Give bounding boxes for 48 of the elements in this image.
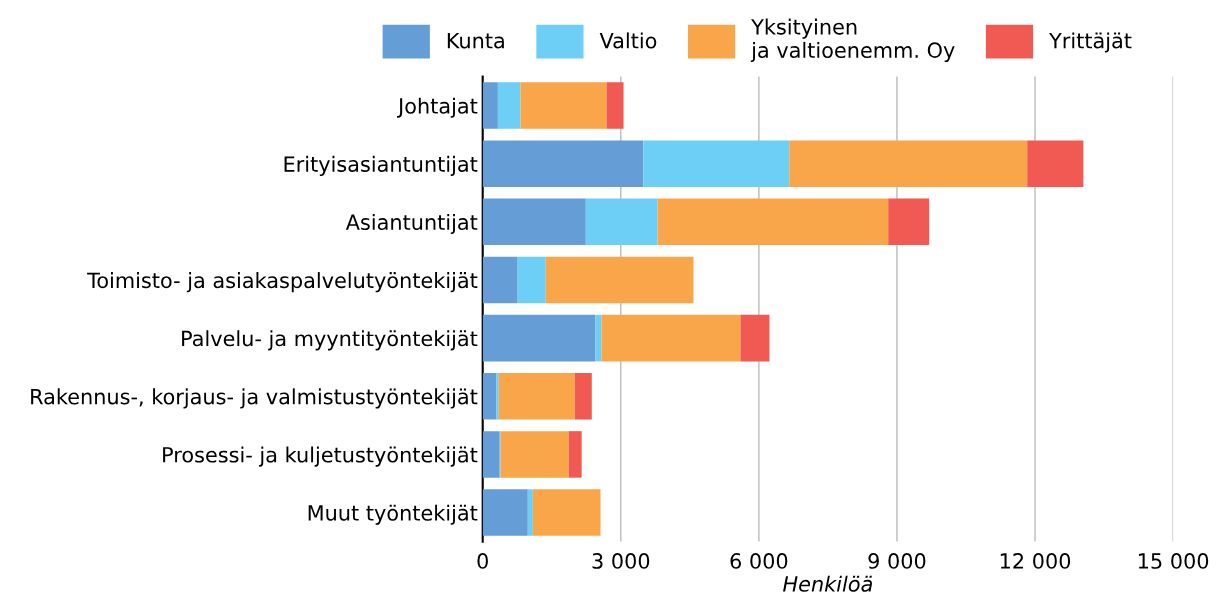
bar <box>498 373 575 420</box>
bar <box>517 256 546 304</box>
bar <box>527 489 533 536</box>
bar <box>643 140 790 187</box>
x-tick-label: 12 000 <box>1000 553 1071 569</box>
bar <box>482 198 586 246</box>
y-tick-label: Prosessi- ja kuljetustyöntekijät <box>163 446 478 467</box>
x-tick-label: 6 000 <box>730 553 788 569</box>
bar <box>789 140 1028 187</box>
y-tick-label: Johtajat <box>397 97 478 118</box>
legend-label: Yrittäjät <box>1049 32 1132 53</box>
bar <box>888 198 930 246</box>
bar <box>482 82 498 129</box>
x-tick-label: 3 000 <box>592 553 650 569</box>
y-tick-label: Erityisasiantuntijat <box>284 155 478 176</box>
x-axis-title: Henkilöä <box>783 575 872 592</box>
x-tick-label: 0 <box>477 553 488 569</box>
bar <box>606 82 624 129</box>
x-tick-label: 15 000 <box>1138 553 1209 569</box>
bar <box>574 373 592 420</box>
y-tick-label: Toimisto- ja asiakaspalvelutyöntekijät <box>87 272 478 293</box>
bar <box>497 82 521 129</box>
bar <box>520 82 607 129</box>
bar <box>482 489 528 536</box>
bar <box>1027 140 1084 187</box>
bar <box>482 373 497 420</box>
bar <box>500 431 569 478</box>
bar <box>601 314 741 362</box>
bar <box>532 489 601 536</box>
bar <box>595 314 602 362</box>
bar <box>482 256 518 304</box>
legend-label: Valtio <box>599 32 657 49</box>
y-tick-label: Palvelu- ja myyntityöntekijät <box>182 330 478 351</box>
bar <box>545 256 694 304</box>
bar <box>482 140 644 187</box>
y-tick-label: Rakennus-, korjaus- ja valmistustyöntekijät <box>31 388 478 409</box>
y-tick-label: Muut työntekijät <box>308 504 478 525</box>
bar <box>585 198 658 246</box>
bar <box>568 431 582 478</box>
x-tick-label: 9 000 <box>868 553 926 569</box>
bar <box>482 431 500 478</box>
y-tick-label: Asiantuntijat <box>345 213 478 235</box>
bar <box>740 314 770 362</box>
bar <box>482 314 596 362</box>
legend-label: Kunta <box>447 33 504 49</box>
legend-label: Yksityinen ja valtioenemm. Oy <box>750 18 955 63</box>
bar <box>496 373 499 420</box>
bar <box>657 198 889 246</box>
